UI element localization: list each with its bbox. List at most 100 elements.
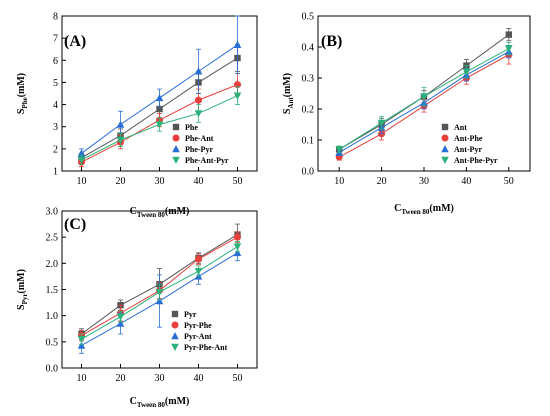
x-axis-title: CTween 80(mM)	[130, 396, 190, 409]
panel-label: (C)	[64, 216, 86, 233]
x-tick-label: 10	[77, 176, 87, 187]
legend-label: Pyr-Phe	[184, 321, 212, 330]
legend-marker	[171, 310, 179, 318]
data-point	[116, 136, 125, 144]
x-tick-label: 20	[116, 373, 126, 384]
data-point	[377, 119, 386, 127]
x-tick-label: 20	[116, 176, 126, 187]
data-point	[194, 267, 203, 276]
chart-panel-3: 10 20 30 40 500.00.51.01.52.02.53.0(C)CTween…	[16, 207, 258, 409]
legend-label: Pyr	[184, 310, 197, 319]
x-axis-title-main: C	[130, 396, 137, 407]
panel-label: (A)	[64, 33, 86, 50]
y-tick-label: 0.5	[46, 337, 59, 348]
x-tick-label: 40	[461, 176, 471, 187]
x-axis-title-unit: (mM)	[165, 396, 189, 407]
y-axis-title-sub: Ant	[287, 97, 295, 109]
x-axis-title-unit: (mM)	[429, 203, 453, 214]
y-tick-label: 0.1	[302, 136, 315, 147]
y-tick-label: 3.0	[46, 207, 59, 218]
y-axis-title-sub: Phe	[21, 97, 29, 108]
y-axis-title: SPhe(mM)	[16, 73, 29, 114]
data-point	[233, 92, 242, 100]
data-point	[194, 110, 203, 118]
y-tick-label: 0.5	[302, 12, 315, 23]
y-axis-title-main: S	[16, 304, 27, 310]
legend-marker	[441, 123, 449, 131]
chart-panel-2: 10 20 30 40 50 0.0 0.1 0.2 0.3 0.4 0.5 (B) CTween 80…	[282, 12, 531, 216]
y-tick-label: 6	[53, 56, 58, 67]
legend-marker	[172, 145, 180, 153]
y-tick-label: 8	[53, 12, 58, 23]
legend-label: Ant	[454, 123, 467, 132]
y-tick-label: 0.0	[46, 364, 59, 375]
y-axis-title-unit: (mM)	[16, 269, 27, 293]
x-tick-label: 20	[377, 176, 387, 187]
y-tick-label: 0.2	[302, 105, 315, 116]
x-axis-title-sub: Tween 80	[137, 401, 166, 409]
x-axis-title-sub: Tween 80	[137, 211, 166, 219]
data-point	[462, 68, 471, 76]
series-3	[77, 15, 242, 159]
data-point	[195, 96, 202, 104]
x-axis-title: CTween 80(mM)	[394, 203, 454, 216]
y-tick-label: 0.0	[302, 167, 315, 178]
legend-marker	[441, 145, 449, 153]
y-tick-label: 1.0	[46, 311, 59, 322]
data-point	[194, 67, 203, 75]
legend-label: Pyr-Phe-Ant	[184, 343, 228, 352]
series-4	[77, 240, 242, 345]
data-point	[234, 233, 241, 241]
x-tick-label: 10	[77, 373, 87, 384]
x-tick-label: 30	[155, 176, 165, 187]
y-axis-title-main: S	[16, 108, 27, 114]
y-axis-title: SAnt(mM)	[282, 73, 295, 114]
legend-marker	[172, 123, 180, 131]
data-point	[233, 243, 242, 251]
x-tick-label: 40	[194, 373, 204, 384]
data-point	[233, 40, 242, 48]
series-4	[335, 41, 513, 154]
legend-label: Phe-Ant	[185, 134, 214, 143]
x-tick-label: 50	[233, 176, 243, 187]
x-tick-label: 30	[419, 176, 429, 187]
y-tick-label: 7	[53, 34, 58, 45]
data-point	[505, 45, 513, 53]
legend-marker	[441, 156, 449, 164]
y-tick-label: 4	[53, 100, 58, 111]
x-tick-label: 50	[504, 176, 514, 187]
x-axis-title-sub: Tween 80	[401, 208, 430, 216]
y-tick-label: 2.5	[46, 233, 59, 244]
data-point	[77, 341, 86, 349]
y-axis-title-sub: Pyr	[21, 293, 29, 304]
y-tick-label: 1	[53, 167, 58, 178]
data-point	[505, 31, 512, 38]
legend-marker	[441, 134, 449, 142]
data-point	[116, 319, 125, 327]
legend-label: Ant-Pyr	[454, 145, 482, 154]
legend-label: Ant-Phe-Pyr	[454, 156, 498, 165]
data-point	[195, 255, 202, 263]
data-point	[233, 248, 242, 257]
y-tick-label: 3	[53, 122, 58, 133]
y-axis-title: SPyr(mM)	[16, 269, 29, 310]
x-tick-label: 50	[233, 373, 243, 384]
data-point	[77, 336, 86, 344]
x-axis-title-main: C	[394, 203, 401, 214]
y-axis-title-unit: (mM)	[16, 73, 27, 97]
data-point	[155, 297, 164, 305]
legend-label: Pyr-Ant	[184, 332, 212, 341]
y-tick-label: 0.4	[302, 43, 315, 54]
legend-label: Ant-Phe	[454, 134, 483, 143]
data-point	[77, 156, 86, 164]
x-tick-label: 40	[194, 176, 204, 187]
legend-label: Phe-Pyr	[185, 145, 213, 154]
legend-marker	[171, 321, 179, 329]
legend-marker	[172, 134, 180, 142]
y-tick-label: 5	[53, 78, 58, 89]
data-point	[155, 288, 164, 297]
legend-label: Phe-Ant-Pyr	[185, 156, 229, 165]
y-axis-title-main: S	[282, 108, 293, 114]
series-4	[77, 86, 242, 165]
